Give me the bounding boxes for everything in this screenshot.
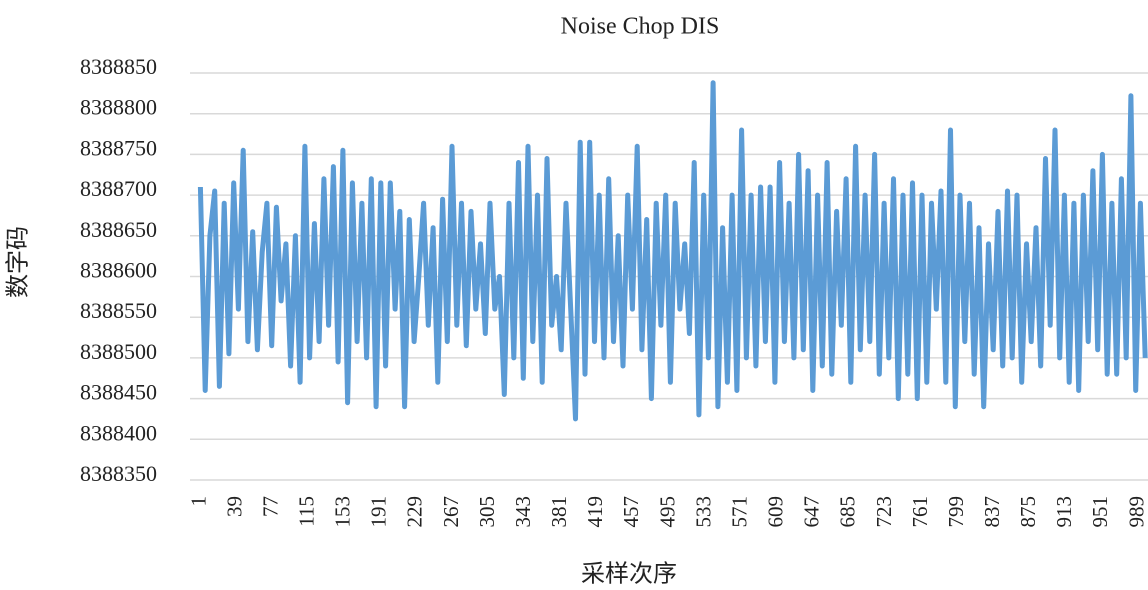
x-tick-label: 267 (439, 496, 463, 528)
x-tick-label: 609 (764, 496, 788, 528)
y-tick-label: 8388850 (80, 54, 157, 79)
x-axis-title: 采样次序 (581, 561, 677, 588)
x-tick-label: 951 (1088, 496, 1112, 528)
x-tick-label: 115 (294, 496, 318, 527)
x-tick-label: 381 (547, 496, 571, 528)
x-tick-label: 343 (511, 496, 535, 528)
x-tick-label: 153 (331, 496, 355, 528)
chart-title: Noise Chop DIS (561, 14, 720, 40)
x-tick-label: 761 (908, 496, 932, 528)
y-tick-label: 8388350 (80, 461, 157, 486)
x-tick-label: 799 (944, 496, 968, 528)
x-tick-label: 39 (222, 496, 246, 517)
x-tick-label: 989 (1124, 496, 1148, 528)
y-tick-label: 8388550 (80, 298, 157, 323)
x-tick-label: 837 (980, 496, 1004, 528)
x-tick-label: 77 (258, 496, 282, 517)
x-tick-label: 495 (655, 496, 679, 528)
y-tick-label: 8388600 (80, 258, 157, 283)
y-tick-label: 8388500 (80, 339, 157, 364)
y-tick-label: 8388650 (80, 217, 157, 242)
data-line (197, 80, 1148, 422)
x-tick-label: 647 (800, 496, 824, 528)
x-tick-label: 305 (475, 496, 499, 528)
x-tick-label: 191 (367, 496, 391, 528)
y-tick-label: 8388400 (80, 420, 157, 445)
y-tick-label: 8388450 (80, 380, 157, 405)
x-tick-label: 533 (691, 496, 715, 528)
x-tick-label: 229 (403, 496, 427, 528)
y-tick-label: 8388700 (80, 176, 157, 201)
x-tick-label: 457 (619, 496, 643, 528)
x-tick-label: 419 (583, 496, 607, 528)
x-tick-label: 1 (186, 496, 210, 507)
y-tick-label: 8388750 (80, 135, 157, 160)
x-tick-label: 685 (836, 496, 860, 528)
x-tick-label: 723 (872, 496, 896, 528)
x-tick-label: 571 (727, 496, 751, 528)
y-axis-title: 数字码 (5, 226, 32, 298)
x-tick-label: 875 (1016, 496, 1040, 528)
x-tick-label: 913 (1052, 496, 1076, 528)
y-tick-label: 8388800 (80, 95, 157, 120)
